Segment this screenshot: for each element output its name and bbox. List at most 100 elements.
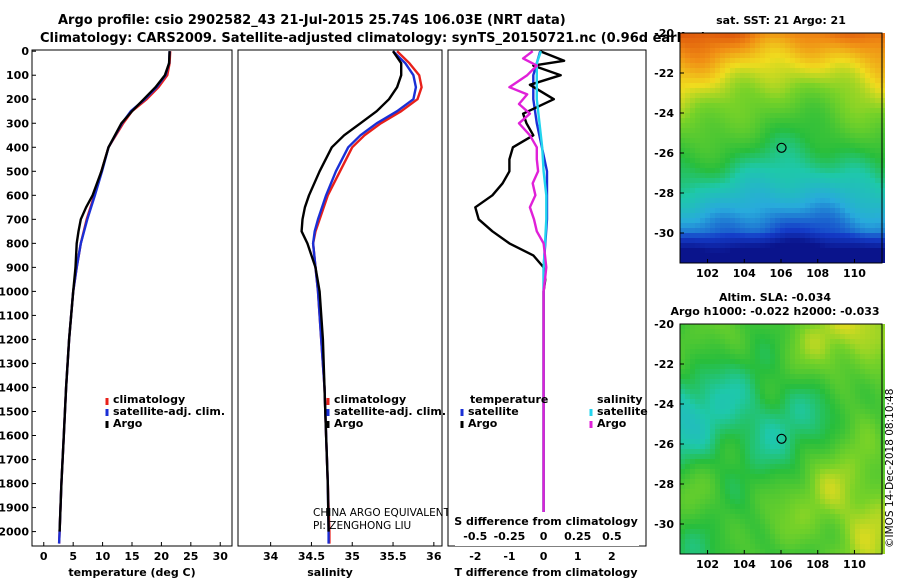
- heatmap-cell: [695, 359, 700, 364]
- heatmap-cell: [770, 469, 775, 474]
- heatmap-cell: [780, 339, 785, 344]
- heatmap-cell: [755, 148, 760, 153]
- heatmap-cell: [695, 103, 700, 108]
- heatmap-cell: [850, 424, 855, 429]
- heatmap-cell: [735, 504, 740, 509]
- heatmap-cell: [820, 414, 825, 419]
- heatmap-cell: [780, 419, 785, 424]
- heatmap-cell: [840, 258, 845, 263]
- heatmap-cell: [790, 83, 795, 88]
- heatmap-cell: [735, 484, 740, 489]
- heatmap-cell: [750, 233, 755, 238]
- heatmap-cell: [720, 223, 725, 228]
- heatmap-cell: [800, 339, 805, 344]
- heatmap-cell: [805, 479, 810, 484]
- heatmap-cell: [810, 43, 815, 48]
- heatmap-cell: [765, 108, 770, 113]
- heatmap-cell: [690, 449, 695, 454]
- heatmap-cell: [835, 514, 840, 519]
- heatmap-cell: [760, 474, 765, 479]
- heatmap-cell: [695, 344, 700, 349]
- heatmap-cell: [730, 133, 735, 138]
- heatmap-cell: [790, 324, 795, 329]
- heatmap-cell: [730, 459, 735, 464]
- heatmap-cell: [800, 484, 805, 489]
- heatmap-cell: [725, 439, 730, 444]
- heatmap-cell: [695, 183, 700, 188]
- y-tick-label: 1900: [0, 502, 29, 515]
- heatmap-cell: [825, 364, 830, 369]
- heatmap-cell: [715, 43, 720, 48]
- heatmap-cell: [760, 223, 765, 228]
- heatmap-cell: [705, 399, 710, 404]
- heatmap-cell: [855, 429, 860, 434]
- heatmap-cell: [730, 419, 735, 424]
- heatmap-cell: [685, 414, 690, 419]
- heatmap-cell: [875, 58, 880, 63]
- heatmap-cell: [780, 63, 785, 68]
- heatmap-cell: [730, 83, 735, 88]
- heatmap-cell: [740, 404, 745, 409]
- heatmap-cell: [790, 394, 795, 399]
- heatmap-cell: [810, 339, 815, 344]
- heatmap-cell: [725, 549, 730, 554]
- heatmap-cell: [715, 148, 720, 153]
- heatmap-cell: [875, 499, 880, 504]
- heatmap-cell: [710, 153, 715, 158]
- heatmap-cell: [770, 534, 775, 539]
- s-diff-tick-label: -0.25: [494, 530, 526, 543]
- heatmap-cell: [720, 123, 725, 128]
- y-tick-label: 1800: [0, 478, 29, 491]
- heatmap-cell: [800, 218, 805, 223]
- heatmap-cell: [815, 514, 820, 519]
- heatmap-cell: [870, 414, 875, 419]
- heatmap-cell: [710, 369, 715, 374]
- heatmap-cell: [680, 83, 685, 88]
- heatmap-cell: [810, 474, 815, 479]
- heatmap-cell: [830, 258, 835, 263]
- y-tick-label: 1300: [0, 357, 29, 370]
- heatmap-cell: [785, 53, 790, 58]
- heatmap-cell: [730, 339, 735, 344]
- heatmap-cell: [690, 344, 695, 349]
- heatmap-cell: [855, 183, 860, 188]
- heatmap-cell: [725, 474, 730, 479]
- heatmap-cell: [790, 198, 795, 203]
- heatmap-cell: [750, 208, 755, 213]
- heatmap-cell: [690, 524, 695, 529]
- heatmap-cell: [825, 519, 830, 524]
- heatmap-cell: [755, 479, 760, 484]
- heatmap-cell: [745, 354, 750, 359]
- heatmap-cell: [835, 399, 840, 404]
- heatmap-cell: [715, 539, 720, 544]
- heatmap-cell: [715, 549, 720, 554]
- heatmap-cell: [690, 238, 695, 243]
- heatmap-cell: [810, 183, 815, 188]
- heatmap-cell: [800, 168, 805, 173]
- heatmap-cell: [835, 414, 840, 419]
- heatmap-cell: [720, 68, 725, 73]
- heatmap-cell: [705, 73, 710, 78]
- heatmap-cell: [830, 63, 835, 68]
- heatmap-cell: [725, 534, 730, 539]
- heatmap-cell: [850, 524, 855, 529]
- heatmap-cell: [850, 459, 855, 464]
- heatmap-cell: [680, 489, 685, 494]
- heatmap-cell: [760, 113, 765, 118]
- heatmap-cell: [750, 484, 755, 489]
- heatmap-cell: [700, 163, 705, 168]
- heatmap-cell: [740, 414, 745, 419]
- heatmap-cell: [695, 108, 700, 113]
- heatmap-cell: [830, 243, 835, 248]
- heatmap-cell: [840, 369, 845, 374]
- heatmap-cell: [805, 384, 810, 389]
- heatmap-cell: [810, 489, 815, 494]
- heatmap-cell: [875, 133, 880, 138]
- heatmap-cell: [865, 163, 870, 168]
- heatmap-cell: [725, 153, 730, 158]
- heatmap-cell: [690, 63, 695, 68]
- heatmap-cell: [835, 43, 840, 48]
- heatmap-cell: [730, 504, 735, 509]
- heatmap-cell: [815, 138, 820, 143]
- heatmap-cell: [710, 123, 715, 128]
